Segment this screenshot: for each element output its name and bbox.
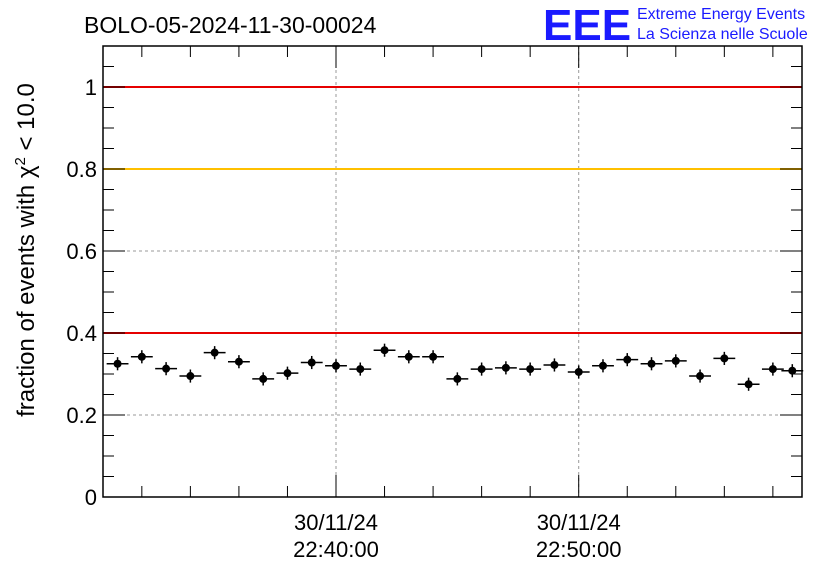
data-marker	[550, 360, 559, 369]
grid	[103, 46, 802, 497]
data-marker	[283, 369, 292, 378]
data-marker	[453, 374, 462, 383]
data-marker	[744, 380, 753, 389]
data-marker	[501, 363, 510, 372]
y-tick-label: 0	[85, 485, 97, 510]
data-marker	[671, 356, 680, 365]
x-tick-label-time: 22:50:00	[536, 537, 622, 562]
data-point	[373, 343, 396, 357]
data-marker	[332, 361, 340, 370]
y-axis-label-prefix: fraction of events with	[13, 178, 40, 417]
data-point	[397, 350, 420, 364]
data-points	[106, 343, 804, 391]
data-point	[567, 365, 590, 379]
data-point	[616, 353, 639, 367]
y-tick-label: 0.2	[66, 403, 97, 428]
data-point	[155, 362, 178, 376]
y-axis-label-suffix: < 10.0	[13, 83, 40, 157]
data-marker	[356, 365, 365, 374]
data-marker	[647, 359, 656, 368]
data-point	[106, 357, 129, 371]
data-point	[300, 355, 323, 370]
data-point	[422, 350, 445, 364]
data-marker	[307, 358, 316, 367]
data-marker	[696, 372, 705, 381]
data-marker	[404, 352, 413, 361]
data-point	[470, 362, 493, 376]
reference-lines	[103, 86, 802, 334]
data-marker	[162, 364, 171, 373]
data-point	[203, 346, 226, 360]
data-point	[494, 361, 517, 375]
data-marker	[477, 365, 486, 374]
data-point	[446, 372, 469, 386]
data-marker	[526, 365, 535, 374]
data-marker	[623, 355, 632, 364]
axes: 00.20.40.60.8130/11/2422:40:0030/11/2422…	[66, 45, 803, 562]
chart-title: BOLO-05-2024-11-30-00024	[84, 12, 377, 38]
data-marker	[186, 372, 195, 381]
data-marker	[137, 352, 146, 361]
y-axis-label-symbol: χ	[13, 165, 40, 178]
data-point	[130, 350, 153, 364]
logo-line2: La Scienza nelle Scuole	[637, 26, 808, 43]
data-point	[781, 364, 804, 378]
y-tick-label: 1	[85, 75, 97, 100]
data-point	[689, 369, 711, 383]
logo-line1: Extreme Energy Events	[637, 6, 805, 23]
x-tick-label-date: 30/11/24	[537, 510, 621, 535]
data-marker	[259, 374, 268, 383]
data-point	[519, 362, 542, 376]
data-marker	[788, 366, 797, 375]
data-marker	[234, 357, 243, 366]
data-marker	[598, 361, 607, 370]
data-point	[543, 358, 566, 372]
data-point	[713, 351, 736, 365]
y-tick-label: 0.6	[66, 239, 97, 264]
data-point	[252, 372, 275, 386]
data-point	[737, 377, 760, 391]
eee-logo: EEE Extreme Energy Events La Scienza nel…	[543, 1, 808, 50]
y-axis-label: fraction of events with χ2 < 10.0	[12, 83, 40, 417]
data-point	[227, 355, 250, 369]
data-point	[179, 369, 202, 383]
data-marker	[768, 365, 777, 374]
y-tick-label: 0.8	[66, 157, 97, 182]
data-point	[325, 359, 347, 373]
plot-frame	[102, 45, 803, 498]
data-point	[761, 362, 784, 376]
data-marker	[380, 346, 389, 355]
data-marker	[574, 367, 583, 376]
data-point	[276, 366, 299, 380]
data-marker	[720, 354, 729, 363]
y-axis-label-superscript: 2	[12, 157, 29, 165]
data-marker	[210, 348, 219, 357]
data-point	[664, 354, 687, 368]
data-point	[640, 357, 663, 371]
data-point	[592, 359, 614, 373]
data-marker	[429, 352, 438, 361]
x-tick-label-date: 30/11/24	[294, 510, 378, 535]
data-point	[349, 362, 372, 376]
x-tick-label-time: 22:40:00	[293, 537, 379, 562]
y-tick-label: 0.4	[66, 321, 97, 346]
data-marker	[113, 359, 122, 368]
logo-mark: EEE	[543, 1, 631, 50]
